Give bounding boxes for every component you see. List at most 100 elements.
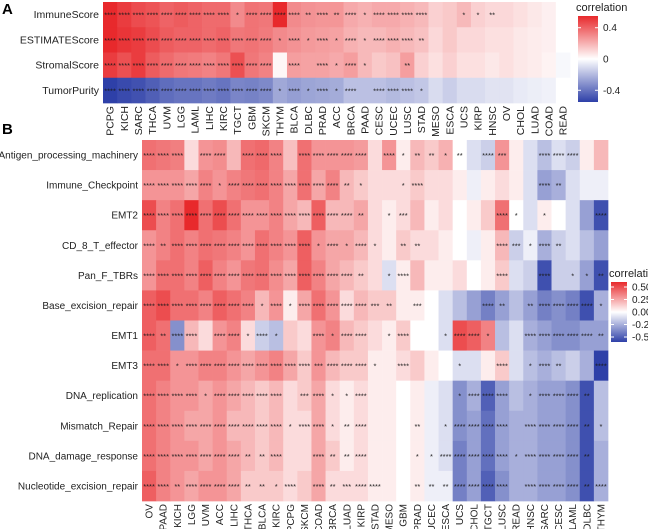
significance-mark: ****	[383, 151, 395, 160]
heatmap-cell	[184, 410, 199, 442]
heatmap-cell	[198, 200, 213, 231]
significance-mark: ****	[581, 332, 593, 341]
significance-mark: ****	[345, 61, 357, 70]
significance-mark: *	[515, 211, 518, 220]
significance-mark: ****	[256, 271, 268, 280]
significance-mark: **	[556, 362, 562, 371]
heatmap-cell	[452, 320, 468, 351]
significance-mark: **	[245, 482, 251, 491]
significance-mark: ****	[143, 452, 155, 461]
significance-mark: ****	[355, 241, 367, 250]
heatmap-cell	[428, 2, 443, 28]
significance-mark: ****	[355, 482, 367, 491]
significance-mark: ****	[496, 422, 508, 431]
significance-mark: ****	[482, 452, 494, 461]
heatmap-cell	[438, 350, 454, 382]
significance-mark: ****	[104, 86, 116, 95]
heatmap-cell	[254, 410, 270, 442]
heatmap-cell	[283, 380, 298, 412]
column-label-paad: PAAD	[159, 504, 170, 529]
heatmap-cell	[339, 290, 355, 321]
heatmap-cell	[184, 440, 199, 472]
significance-mark: ****	[468, 452, 480, 461]
significance-mark: ****	[496, 392, 508, 401]
heatmap-cell	[156, 350, 171, 382]
heatmap-cell	[382, 380, 397, 412]
heatmap-cell	[269, 230, 284, 261]
heatmap-cell	[382, 140, 397, 171]
heatmap-cell	[311, 440, 326, 472]
heatmap-cell	[551, 230, 566, 261]
significance-mark: ****	[228, 452, 240, 461]
significance-mark: *	[236, 11, 239, 20]
panel-a-legend: correlation 0.4 0 -0.4	[576, 2, 627, 102]
significance-mark: ****	[567, 452, 579, 461]
significance-mark: ***	[342, 482, 351, 491]
heatmap-cell	[212, 470, 228, 502]
significance-mark: ****	[171, 422, 183, 431]
significance-mark: ****	[288, 36, 300, 45]
column-label-coad: COAD	[314, 504, 325, 529]
significance-mark: **	[160, 241, 166, 250]
significance-mark: ****	[186, 301, 198, 310]
significance-mark: ****	[270, 301, 282, 310]
heatmap-cell	[212, 260, 228, 291]
heatmap-cell	[579, 260, 595, 291]
column-label-acc: ACC	[215, 504, 226, 525]
heatmap-cell	[170, 260, 185, 291]
heatmap-cell	[452, 140, 468, 171]
significance-mark: ****	[228, 482, 240, 491]
heatmap-cell	[198, 170, 213, 201]
heatmap-cell	[142, 470, 157, 502]
heatmap-cell	[551, 320, 566, 351]
heatmap-cell	[311, 410, 326, 442]
heatmap-cell	[551, 200, 566, 231]
significance-mark: ****	[288, 86, 300, 95]
heatmap-cell	[156, 380, 171, 412]
significance-mark: ****	[143, 422, 155, 431]
significance-mark: ***	[371, 301, 380, 310]
significance-mark: ****	[260, 11, 272, 20]
significance-mark: ****	[299, 271, 311, 280]
significance-mark: ****	[242, 211, 254, 220]
heatmap-cell	[212, 200, 228, 231]
heatmap-cell	[184, 290, 199, 321]
heatmap-cell	[315, 52, 330, 79]
heatmap-cell	[339, 410, 355, 442]
heatmap-cell	[170, 410, 185, 442]
heatmap-cell	[400, 77, 415, 104]
heatmap-cell	[480, 350, 496, 382]
significance-mark: *	[529, 362, 532, 371]
heatmap-cell	[325, 230, 341, 261]
significance-mark: ****	[468, 422, 480, 431]
heatmap-cell	[400, 27, 415, 53]
significance-mark: ****	[270, 452, 282, 461]
heatmap-cell	[198, 470, 213, 502]
significance-mark: ****	[355, 362, 367, 371]
heatmap-cell	[579, 140, 595, 171]
significance-mark: ****	[355, 332, 367, 341]
significance-mark: ****	[118, 86, 130, 95]
legend-tick-label: 0.25	[632, 295, 648, 306]
significance-mark: *	[529, 241, 532, 250]
heatmap-cell	[424, 410, 439, 442]
heatmap-cell	[339, 470, 355, 502]
significance-mark: **	[457, 151, 463, 160]
significance-mark: ****	[161, 86, 173, 95]
significance-mark: ****	[242, 301, 254, 310]
heatmap-cell	[103, 77, 118, 104]
significance-mark: ****	[595, 482, 607, 491]
significance-mark: ****	[228, 241, 240, 250]
heatmap-cell	[272, 52, 288, 79]
heatmap-cell	[527, 27, 543, 53]
heatmap-cell	[452, 200, 468, 231]
significance-mark: **	[245, 452, 251, 461]
heatmap-cell	[184, 140, 199, 171]
heatmap-cell	[240, 170, 256, 201]
significance-mark: ****	[256, 181, 268, 190]
significance-mark: **	[259, 482, 265, 491]
significance-mark: ****	[242, 392, 254, 401]
heatmap-cell	[353, 470, 369, 502]
heatmap-cell	[410, 170, 425, 201]
heatmap-cell	[142, 170, 157, 201]
